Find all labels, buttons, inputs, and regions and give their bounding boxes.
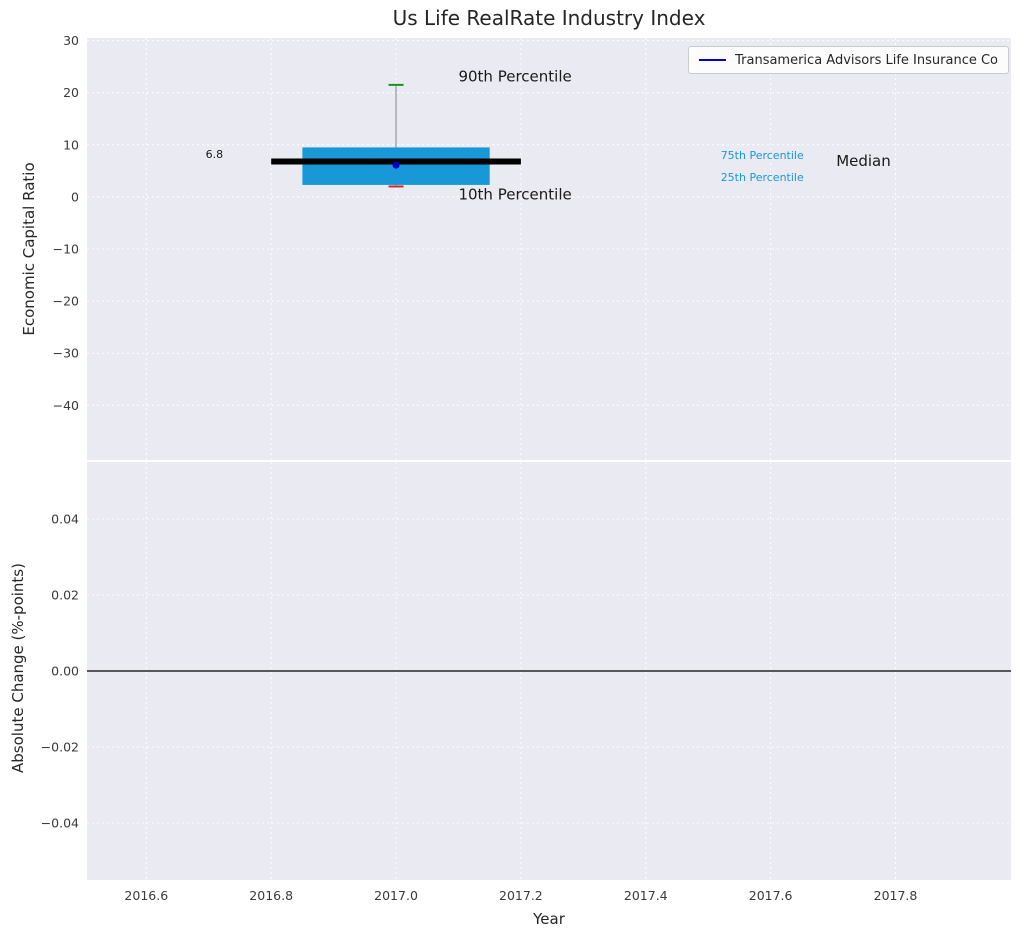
top-y-tick-label: −30	[53, 346, 79, 361]
company-marker	[392, 161, 400, 169]
x-tick-label: 2017.6	[749, 888, 793, 903]
top-y-tick-label: 20	[63, 85, 79, 100]
top-y-tick-label: −40	[53, 398, 79, 413]
x-tick-label: 2017.0	[374, 888, 418, 903]
bottom-y-tick-label: 0.00	[51, 664, 79, 679]
annotation-label: Median	[836, 152, 891, 170]
bottom-y-tick-label: −0.02	[41, 740, 79, 755]
x-tick-label: 2016.8	[249, 888, 293, 903]
x-tick-label: 2017.8	[874, 888, 918, 903]
legend: Transamerica Advisors Life Insurance Co	[688, 46, 1009, 74]
top-y-tick-label: −10	[53, 242, 79, 257]
bottom-y-tick-label: −0.04	[41, 816, 79, 831]
legend-label: Transamerica Advisors Life Insurance Co	[735, 52, 998, 68]
bottom-y-axis-label: Absolute Change (%-points)	[9, 563, 27, 773]
x-axis-label: Year	[533, 910, 565, 928]
legend-line-swatch	[699, 59, 727, 61]
top-y-axis-label: Economic Capital Ratio	[20, 162, 38, 336]
annotation-label: 25th Percentile	[721, 171, 804, 184]
x-tick-label: 2017.4	[624, 888, 668, 903]
annotation-label: 10th Percentile	[458, 185, 571, 203]
bottom-y-tick-label: 0.02	[51, 588, 79, 603]
bottom-y-tick-label: 0.04	[51, 512, 79, 527]
annotation-label: 75th Percentile	[721, 149, 804, 162]
x-tick-label: 2017.2	[499, 888, 543, 903]
top-y-tick-label: −20	[53, 294, 79, 309]
top-y-tick-label: 10	[63, 137, 79, 152]
annotation-label: 6.8	[206, 148, 224, 161]
x-tick-label: 2016.6	[124, 888, 168, 903]
top-y-tick-label: 30	[63, 33, 79, 48]
chart-title: Us Life RealRate Industry Index	[392, 6, 706, 30]
annotation-label: 90th Percentile	[458, 67, 571, 85]
top-y-tick-label: 0	[71, 189, 79, 204]
